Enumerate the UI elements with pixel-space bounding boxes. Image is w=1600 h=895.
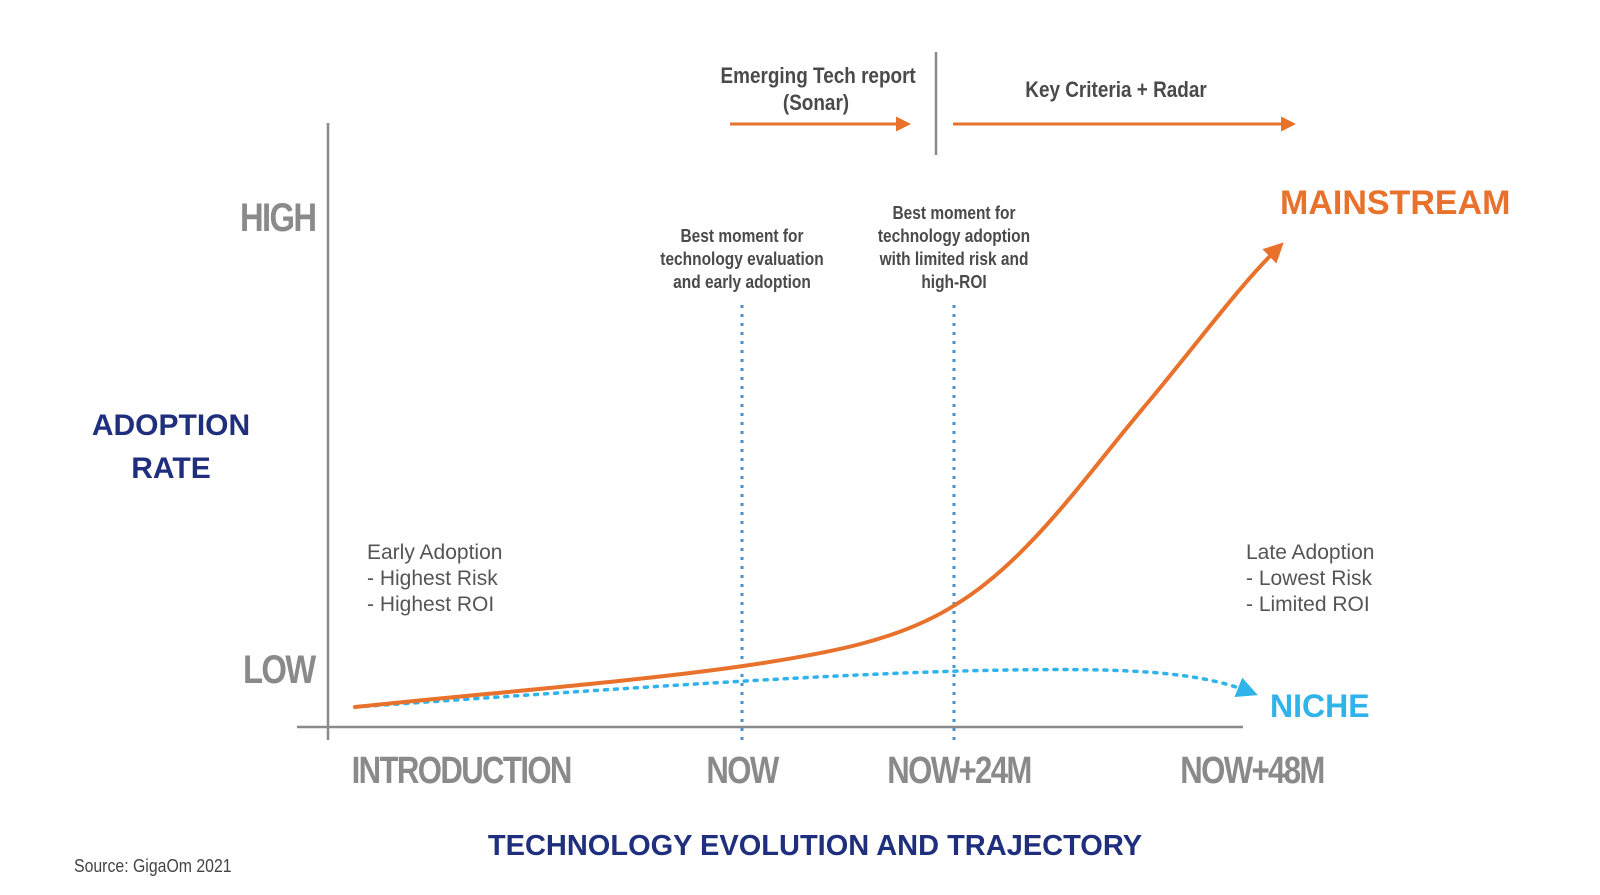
now-marker-note: Best moment for technology evaluation an… (647, 225, 836, 294)
x-tick-now24m: NOW+24M (887, 750, 1032, 792)
late-adoption-roi: - Limited ROI (1246, 593, 1370, 616)
late-adoption-block: Late Adoption - Lowest Risk - Limited RO… (1246, 540, 1374, 618)
x-tick-now: NOW (706, 750, 779, 792)
sonar-phase-label: Emerging Tech report (Sonar) (720, 62, 916, 116)
x-tick-now48m: NOW+48M (1180, 750, 1325, 792)
x-tick-introduction: INTRODUCTION (351, 750, 573, 792)
y-axis-title-line2: RATE (131, 452, 211, 485)
now-note-line3: and early adoption (673, 272, 811, 292)
early-adoption-risk: - Highest Risk (367, 567, 498, 590)
early-adoption-title: Early Adoption (367, 541, 503, 564)
source-note: Source: GigaOm 2021 (74, 856, 232, 876)
radar-phase-label: Key Criteria + Radar (1025, 77, 1207, 102)
early-adoption-roi: - Highest ROI (367, 593, 495, 616)
mainstream-curve (353, 242, 1284, 709)
x-axis-title: TECHNOLOGY EVOLUTION AND TRAJECTORY (487, 830, 1143, 862)
early-adoption-block: Early Adoption - Highest Risk - Highest … (367, 540, 502, 618)
now24-marker-note: Best moment for technology adoption with… (859, 202, 1048, 294)
late-adoption-title: Late Adoption (1246, 541, 1375, 564)
mainstream-label: MAINSTREAM (1280, 184, 1511, 222)
now24-note-line4: high-ROI (921, 272, 987, 292)
now-note-line1: Best moment for (680, 226, 804, 246)
sonar-phase-line2: (Sonar) (782, 90, 850, 115)
niche-label: NICHE (1270, 688, 1370, 724)
now24-note-line2: technology adoption (877, 226, 1031, 246)
now-note-line2: technology evaluation (660, 249, 824, 269)
y-axis-title: ADOPTION RATE (66, 404, 276, 490)
niche-curve (353, 667, 1258, 709)
y-high-label: HIGH (240, 196, 317, 240)
y-axis-title-line1: ADOPTION (91, 409, 251, 442)
sonar-phase-line1: Emerging Tech report (720, 63, 916, 88)
now24-note-line1: Best moment for (892, 203, 1016, 223)
now24-note-line3: with limited risk and (879, 249, 1029, 269)
late-adoption-risk: - Lowest Risk (1246, 567, 1373, 590)
y-low-label: LOW (243, 648, 316, 692)
